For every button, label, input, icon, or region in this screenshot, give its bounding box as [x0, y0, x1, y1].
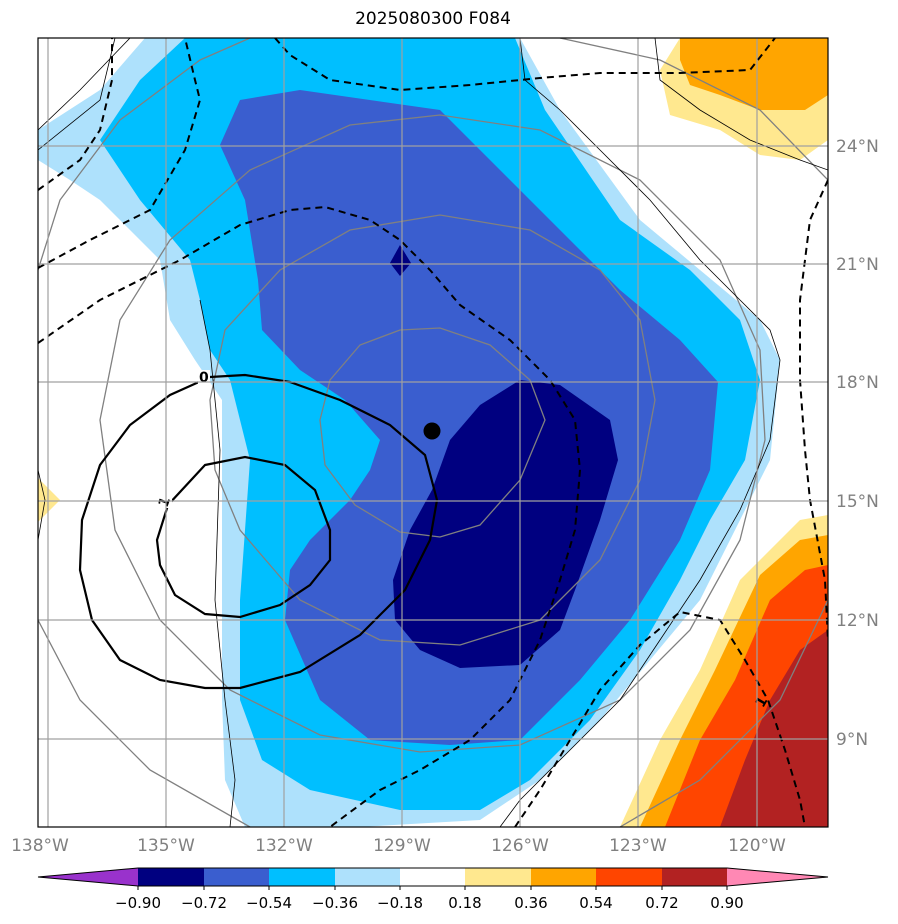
solid-contours	[78, 373, 439, 690]
map-title: 2025080300 F084	[355, 9, 511, 29]
shade-minus-072	[390, 245, 411, 276]
lon-tick-label: 120°W	[728, 836, 786, 856]
colorbar-label: −0.36	[312, 894, 358, 912]
colorbar-label: −0.54	[246, 894, 292, 912]
gridlines	[38, 38, 828, 827]
colorbar-over	[727, 868, 828, 886]
colorbar-label: 0.18	[448, 894, 481, 912]
colorbar-label: 0.54	[579, 894, 612, 912]
lat-tick-label: 12°N	[836, 611, 879, 631]
shade-plus-018-left	[38, 478, 60, 522]
lon-tick-label: 129°W	[373, 836, 431, 856]
storm-center-dot	[423, 422, 441, 440]
shade-minus-054	[220, 90, 718, 745]
gray-contours	[38, 38, 828, 827]
lat-tick-label: 9°N	[836, 730, 868, 750]
lon-tick-label: 135°W	[137, 836, 195, 856]
contour-label-zero: 0	[199, 370, 209, 386]
lat-tick-label: 15°N	[836, 492, 879, 512]
shade-plus-072-br	[720, 630, 828, 827]
lat-tick-label: 21°N	[836, 255, 879, 275]
colorbar-label: 0.36	[514, 894, 547, 912]
colorbar-label: −0.72	[181, 894, 227, 912]
lat-tick-label: 24°N	[836, 137, 879, 157]
contour-zero	[78, 373, 439, 690]
colorbar-label: 0.90	[710, 894, 743, 912]
colorbar-under	[38, 868, 138, 886]
shade-plus-036-top	[680, 38, 828, 110]
colorbar-label: −0.90	[115, 894, 161, 912]
thin-black-lines	[38, 38, 828, 827]
dashed-contours	[38, 38, 828, 827]
shade-minus-072b	[393, 380, 618, 668]
lon-tick-label: 123°W	[609, 836, 667, 856]
lon-tick-label: 138°W	[11, 836, 69, 856]
lon-tick-label: 126°W	[491, 836, 549, 856]
colorbar-label: −0.18	[377, 894, 423, 912]
map-area	[38, 38, 828, 827]
colorbar	[37, 867, 829, 890]
lat-tick-label: 18°N	[836, 373, 879, 393]
lon-tick-label: 132°W	[255, 836, 313, 856]
map-frame	[37, 37, 829, 828]
colorbar-label: 0.72	[645, 894, 678, 912]
contour-minus-one	[155, 455, 332, 619]
